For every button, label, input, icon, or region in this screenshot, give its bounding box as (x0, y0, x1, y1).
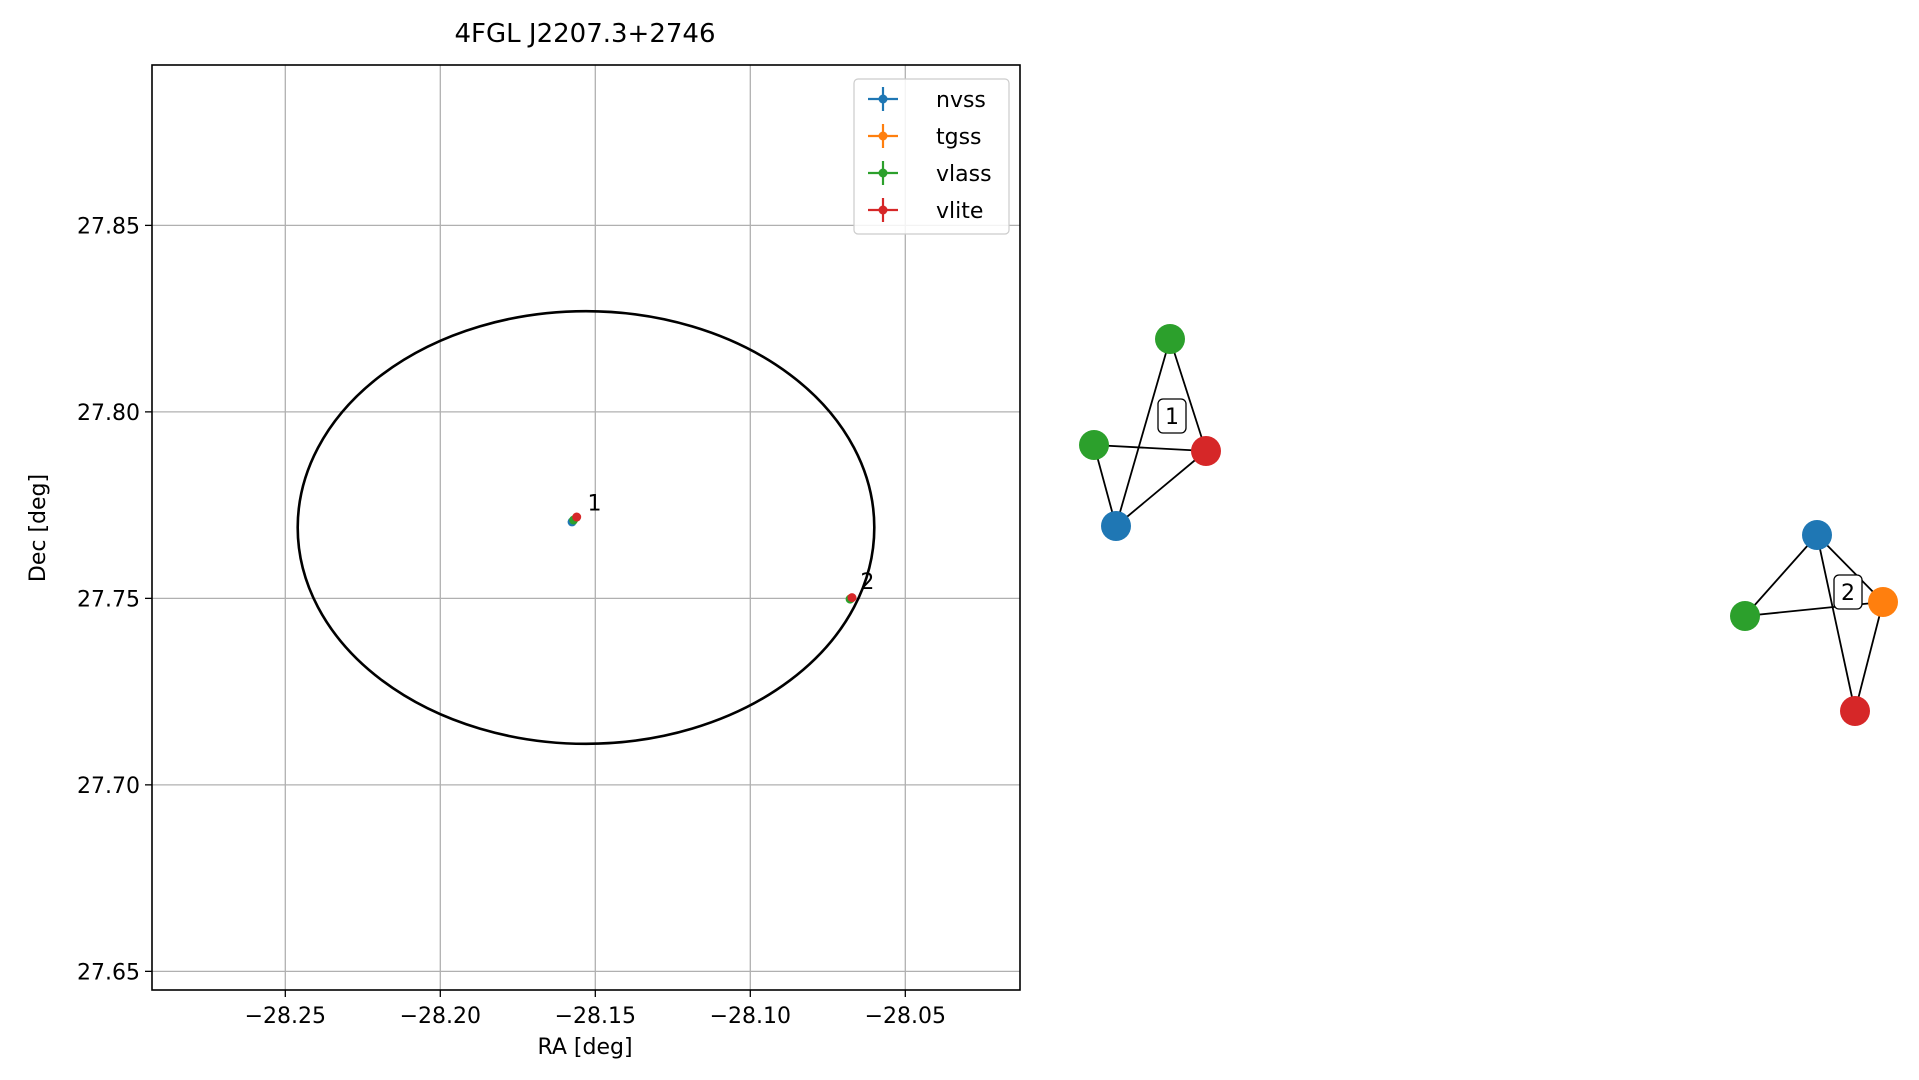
legend-label: tgss (936, 125, 982, 150)
legend-entry-tgss: tgss (868, 124, 982, 150)
graph-label-box (1157, 398, 1187, 434)
legend-marker-dot (878, 94, 888, 104)
y-tick-label: 27.80 (77, 401, 140, 426)
graph-edge (1115, 450, 1207, 527)
graph-label-badge: 1 (1157, 398, 1187, 434)
annotation-label: 2 (860, 570, 874, 595)
y-axis-label: Dec [deg] (26, 474, 51, 582)
network-graph-1: 1 (1079, 324, 1221, 541)
legend-marker-dot (878, 131, 888, 141)
y-tick-label: 27.75 (77, 587, 140, 612)
x-tick-label: −28.15 (555, 1004, 636, 1029)
x-axis-label: RA [deg] (537, 1035, 632, 1060)
graph-label-box (1833, 574, 1863, 610)
annotation-label: 1 (588, 492, 602, 517)
chart-title: 4FGL J2207.3+2746 (455, 19, 716, 49)
graph-node (1101, 511, 1131, 541)
data-points (567, 512, 857, 604)
legend-entry-nvss: nvss (868, 87, 986, 113)
graph-node (1191, 436, 1221, 466)
graph-edge (1115, 338, 1171, 527)
graph-node (1868, 587, 1898, 617)
legend-label: nvss (936, 88, 986, 113)
legend-box (853, 78, 1010, 235)
error-ellipse (296, 309, 876, 746)
x-tick-label: −28.25 (245, 1004, 326, 1029)
graph-edge (1816, 534, 1884, 603)
graph-edge (1854, 601, 1884, 712)
legend-entry-vlite: vlite (868, 198, 983, 224)
graph-node (1840, 696, 1870, 726)
x-tick-label: −28.20 (400, 1004, 481, 1029)
x-axis-ticks: −28.25 −28.20 −28.15 −28.10 −28.05 (245, 990, 946, 1029)
y-tick-label: 27.85 (77, 214, 140, 239)
graph-node (1155, 324, 1185, 354)
legend: nvss tgss vlass vlite (853, 78, 1010, 235)
point-vlite (572, 512, 582, 522)
graph-edge (1093, 444, 1207, 452)
legend-label: vlite (936, 199, 983, 224)
graph-node (1079, 430, 1109, 460)
graph-label: 1 (1165, 405, 1179, 430)
y-tick-label: 27.70 (77, 774, 140, 799)
x-tick-label: −28.10 (710, 1004, 791, 1029)
legend-marker-dot (878, 168, 888, 178)
network-graph-2: 2 (1730, 520, 1898, 726)
graph-edge (1744, 534, 1818, 617)
legend-label: vlass (936, 162, 992, 187)
scatter-plot: 12 −28.25 −28.20 −28.15 −28.10 −28.05 27.652… (26, 19, 1021, 1060)
axes-frame (151, 64, 1021, 991)
y-axis-ticks: 27.65 27.70 27.75 27.80 27.85 (77, 214, 152, 985)
graph-label-badge: 2 (1833, 574, 1863, 610)
graph-node (1730, 601, 1760, 631)
y-tick-label: 27.65 (77, 960, 140, 985)
legend-entry-vlass: vlass (868, 161, 992, 187)
graph-edge (1169, 338, 1207, 452)
point-vlite (847, 593, 857, 603)
legend-marker-dot (878, 205, 888, 215)
graph-edge (1816, 534, 1856, 712)
x-tick-label: −28.05 (865, 1004, 946, 1029)
point-annotations: 12 (588, 492, 875, 595)
graph-node (1802, 520, 1832, 550)
localization-ellipse (296, 309, 876, 746)
graph-label: 2 (1841, 581, 1855, 606)
